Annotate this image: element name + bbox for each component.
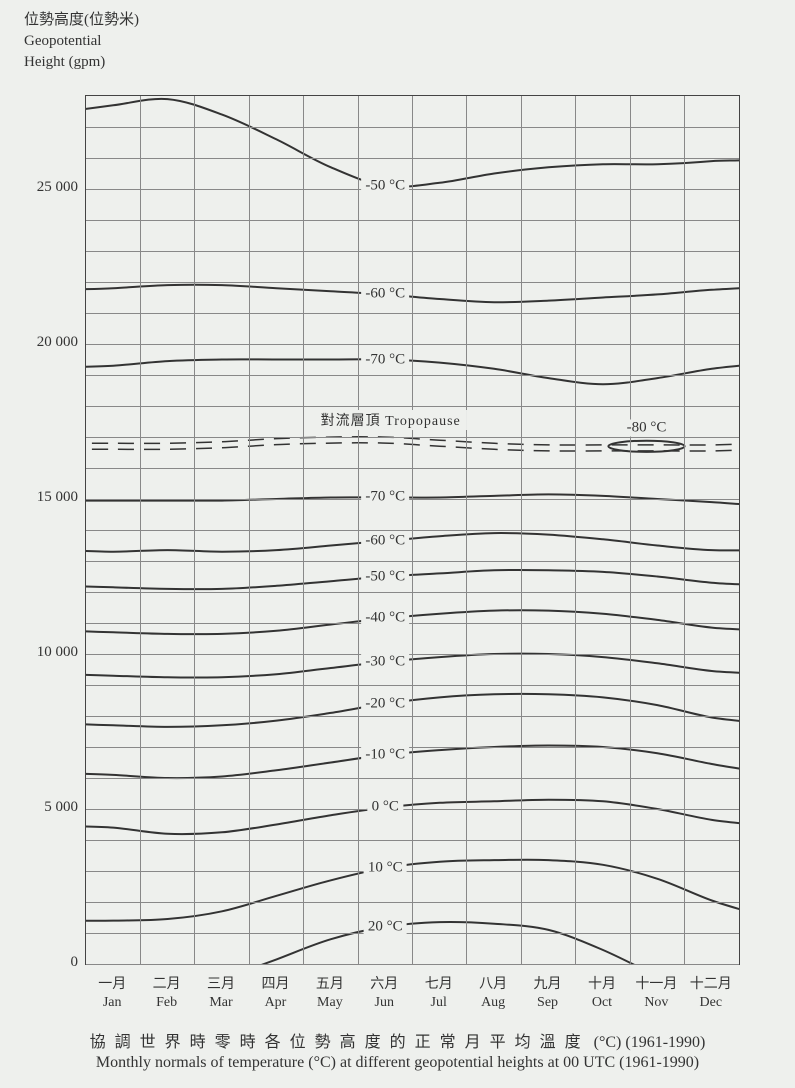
- ytick: 15 000: [0, 489, 78, 506]
- xtick: 十月Oct: [575, 976, 629, 1012]
- ytick: 10 000: [0, 644, 78, 661]
- isotherm-label: 20 °C: [364, 918, 407, 935]
- caption-en: Monthly normals of temperature (°C) at d…: [0, 1054, 795, 1072]
- ytick: 20 000: [0, 334, 78, 351]
- xtick: 五月May: [303, 976, 357, 1012]
- isotherm-label: 0 °C: [368, 799, 403, 816]
- ytick: 25 000: [0, 179, 78, 196]
- isotherm-label: -50 °C: [361, 568, 409, 585]
- isotherm-label: -70 °C: [361, 351, 409, 368]
- xtick: 七月Jul: [412, 976, 466, 1012]
- isotherm-label: 10 °C: [364, 859, 407, 876]
- isotherm-label: -30 °C: [361, 653, 409, 670]
- isotherm-label: -40 °C: [361, 610, 409, 627]
- xtick: 九月Sep: [521, 976, 575, 1012]
- xtick: 十一月Nov: [629, 976, 683, 1012]
- isotherm: [222, 922, 657, 964]
- caption-zh: 協調世界時零時各位勢高度的正常月平均溫度 (°C) (1961-1990): [0, 1028, 795, 1052]
- chart-area: 20 °C 10 °C 0 °C -10 °C -20 °C -30 °C -40 °C -5…: [85, 95, 740, 965]
- xtick: 二月Feb: [140, 976, 194, 1012]
- isotherm-label: -20 °C: [361, 695, 409, 712]
- isotherm-label: -60 °C: [361, 532, 409, 549]
- isotherm-label: -50 °C: [361, 177, 409, 194]
- tropopause-label: 對流層頂 Tropopause: [315, 410, 467, 430]
- xtick: 三月Mar: [194, 976, 248, 1012]
- isotherm-label: -60 °C: [361, 286, 409, 303]
- xtick: 四月Apr: [248, 976, 302, 1012]
- isotherm-label: -70 °C: [361, 489, 409, 506]
- ytick: 5 000: [0, 799, 78, 816]
- xtick: 六月Jun: [357, 976, 411, 1012]
- xtick: 一月Jan: [85, 976, 139, 1012]
- isotherm-label: -10 °C: [361, 746, 409, 763]
- ytick: 0: [0, 954, 78, 971]
- xtick: 八月Aug: [466, 976, 520, 1012]
- y-axis-title: 位勢高度(位勢米) Geopotential Height (gpm): [24, 10, 139, 73]
- xtick: 十二月Dec: [684, 976, 738, 1012]
- isotherm-label: -80 °C: [623, 420, 671, 437]
